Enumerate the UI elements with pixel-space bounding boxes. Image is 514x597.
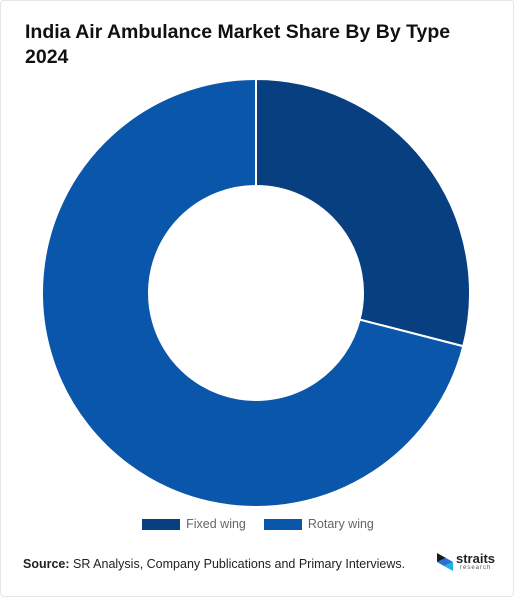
source-note: Source: SR Analysis, Company Publication… — [23, 557, 405, 571]
straits-logo-icon — [437, 552, 453, 571]
chart-title: India Air Ambulance Market Share By By T… — [25, 21, 451, 68]
legend-label-rotary-wing: Rotary wing — [307, 517, 374, 531]
straits-logo: straits research — [437, 552, 495, 571]
source-label: Source: — [23, 557, 70, 571]
source-text: SR Analysis, Company Publications and Pr… — [69, 557, 406, 571]
legend-item-rotary-wing[interactable]: Rotary wing — [263, 517, 374, 531]
donut-chart — [41, 77, 471, 508]
legend-item-fixed-wing[interactable]: Fixed wing — [142, 517, 246, 531]
donut-slice-fixed-wing[interactable] — [255, 77, 471, 348]
legend-label-fixed-wing: Fixed wing — [186, 517, 246, 531]
logo-sub: research — [460, 565, 492, 571]
donut-slice-rotary-wing[interactable] — [41, 77, 465, 508]
chart-legend: Fixed wing Rotary wing — [1, 517, 514, 531]
legend-swatch-rotary-wing — [263, 518, 302, 530]
logo-name: straits — [456, 551, 496, 566]
legend-swatch-fixed-wing — [142, 518, 181, 530]
